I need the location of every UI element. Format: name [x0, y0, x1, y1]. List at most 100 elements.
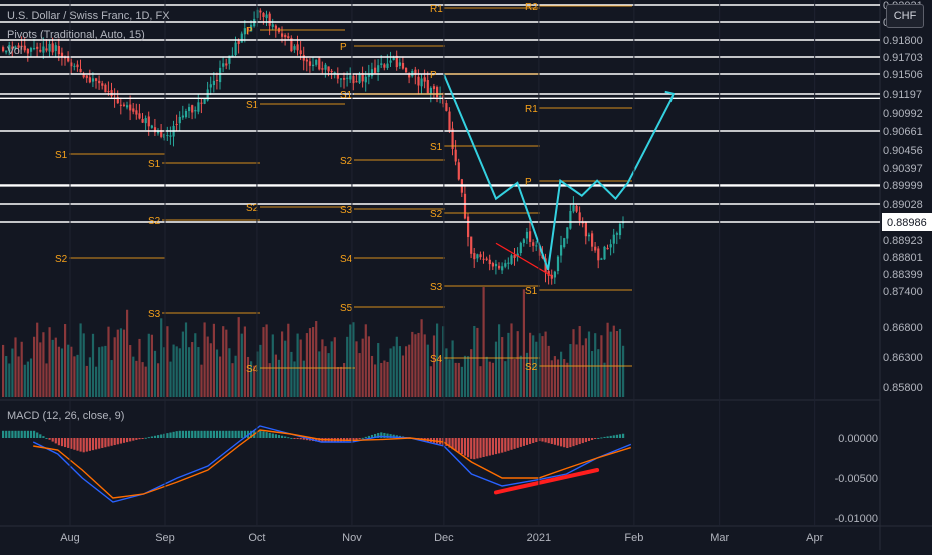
candle-body	[299, 50, 302, 54]
candle-body	[153, 127, 157, 133]
candle-body	[318, 58, 321, 70]
volume-bar	[587, 331, 591, 397]
candle-body	[98, 80, 101, 84]
macd-hist-bar	[584, 438, 587, 443]
volume-bar	[67, 344, 70, 397]
volume-bar	[485, 356, 488, 397]
volume-bar	[175, 346, 178, 397]
candle-body	[305, 59, 308, 62]
volume-bar	[532, 335, 535, 397]
candle-body	[51, 43, 54, 53]
macd-hist-bar	[612, 435, 615, 438]
candle-body	[429, 87, 432, 95]
candle-body	[197, 102, 200, 112]
pivot-label: S2	[55, 254, 68, 265]
candle-body	[36, 46, 39, 49]
macd-hist-bar	[525, 438, 529, 445]
macd-hist-bar	[206, 430, 209, 438]
macd-hist-bar	[467, 438, 470, 458]
macd-hist-bar	[26, 430, 29, 438]
symbol-title[interactable]: U.S. Dollar / Swiss Franc, 1D, FX	[7, 10, 170, 22]
volume-bar	[160, 318, 163, 397]
macd-hist-bar	[48, 438, 51, 440]
macd-hist-bar	[8, 430, 11, 438]
macd-hist-bar	[259, 430, 262, 438]
volume-bar	[215, 349, 219, 397]
volume-bar	[293, 361, 296, 397]
pivot-label: S1	[246, 100, 259, 111]
price-tick-label: 0.90397	[883, 163, 923, 175]
volume-bar	[212, 323, 215, 397]
macd-hist-bar	[107, 438, 110, 447]
volume-bar	[318, 351, 321, 397]
macd-hist-bar	[541, 438, 544, 442]
macd-hist-bar	[73, 438, 76, 450]
macd-hist-bar	[597, 437, 600, 439]
volume-bar	[228, 348, 231, 397]
candle-body	[64, 57, 67, 59]
volume-bar	[578, 326, 581, 397]
macd-hist-bar	[153, 435, 157, 438]
macd-hist-bar	[271, 433, 274, 438]
candle-body	[498, 265, 501, 269]
volume-bar	[163, 347, 166, 397]
macd-hist-bar	[243, 430, 246, 438]
volume-bar	[622, 345, 625, 397]
currency-badge[interactable]: CHF	[886, 4, 924, 28]
price-divergence-line	[495, 242, 552, 277]
candle-body	[234, 42, 237, 56]
candle-body	[389, 60, 392, 63]
macd-line	[32, 425, 632, 503]
macd-hist-bar	[240, 430, 243, 438]
volume-bar	[473, 325, 476, 397]
macd-hist-bar	[110, 438, 113, 446]
price-tick-label: 0.86800	[883, 322, 923, 334]
macd-hist-bar	[234, 430, 237, 438]
volume-bar	[51, 339, 54, 397]
macd-hist-bar	[98, 438, 101, 449]
macd-hist-bar	[367, 435, 370, 438]
volume-bar	[445, 348, 448, 397]
volume-bar	[88, 357, 91, 397]
volume-bar	[141, 362, 144, 397]
volume-bar	[454, 362, 457, 397]
volume-bar	[470, 349, 473, 397]
pivots-legend[interactable]: Pivots (Traditional, Auto, 15)	[7, 29, 145, 41]
candle-body	[324, 64, 327, 70]
macd-histogram	[2, 430, 625, 460]
pivot-label: S1	[430, 142, 443, 153]
macd-hist-bar	[215, 430, 219, 438]
macd-hist-bar	[299, 438, 302, 440]
candle-body	[507, 262, 510, 264]
candle-body	[346, 77, 349, 79]
volume-bar	[426, 344, 429, 397]
volume-bar	[231, 363, 234, 397]
macd-hist-bar	[591, 438, 594, 441]
price-tick-label: 0.91197	[883, 89, 922, 101]
candle-body	[312, 64, 315, 67]
volume-bar	[259, 344, 262, 397]
volume-bar	[98, 347, 101, 397]
volume-bar	[479, 366, 482, 397]
volume-bar	[498, 324, 501, 397]
volume-legend[interactable]: Vol	[7, 45, 23, 57]
candle-body	[163, 133, 166, 138]
macd-hist-bar	[64, 438, 67, 448]
volume-bar	[60, 348, 64, 397]
volume-bar	[339, 366, 343, 397]
volume-bar	[153, 350, 157, 397]
pivot-label: P	[340, 42, 347, 53]
candle-body	[212, 80, 215, 86]
macd-hist-bar	[281, 435, 284, 438]
price-tick-label: 0.88399	[883, 269, 923, 281]
candle-body	[191, 105, 194, 113]
volume-bar	[417, 332, 420, 397]
candle-body	[370, 69, 374, 77]
volume-bar	[23, 364, 26, 397]
macd-legend[interactable]: MACD (12, 26, close, 9)	[7, 410, 125, 422]
volume-bar	[126, 309, 129, 397]
candle-body	[426, 80, 429, 94]
volume-bar	[197, 347, 200, 397]
volume-bar	[20, 341, 23, 397]
